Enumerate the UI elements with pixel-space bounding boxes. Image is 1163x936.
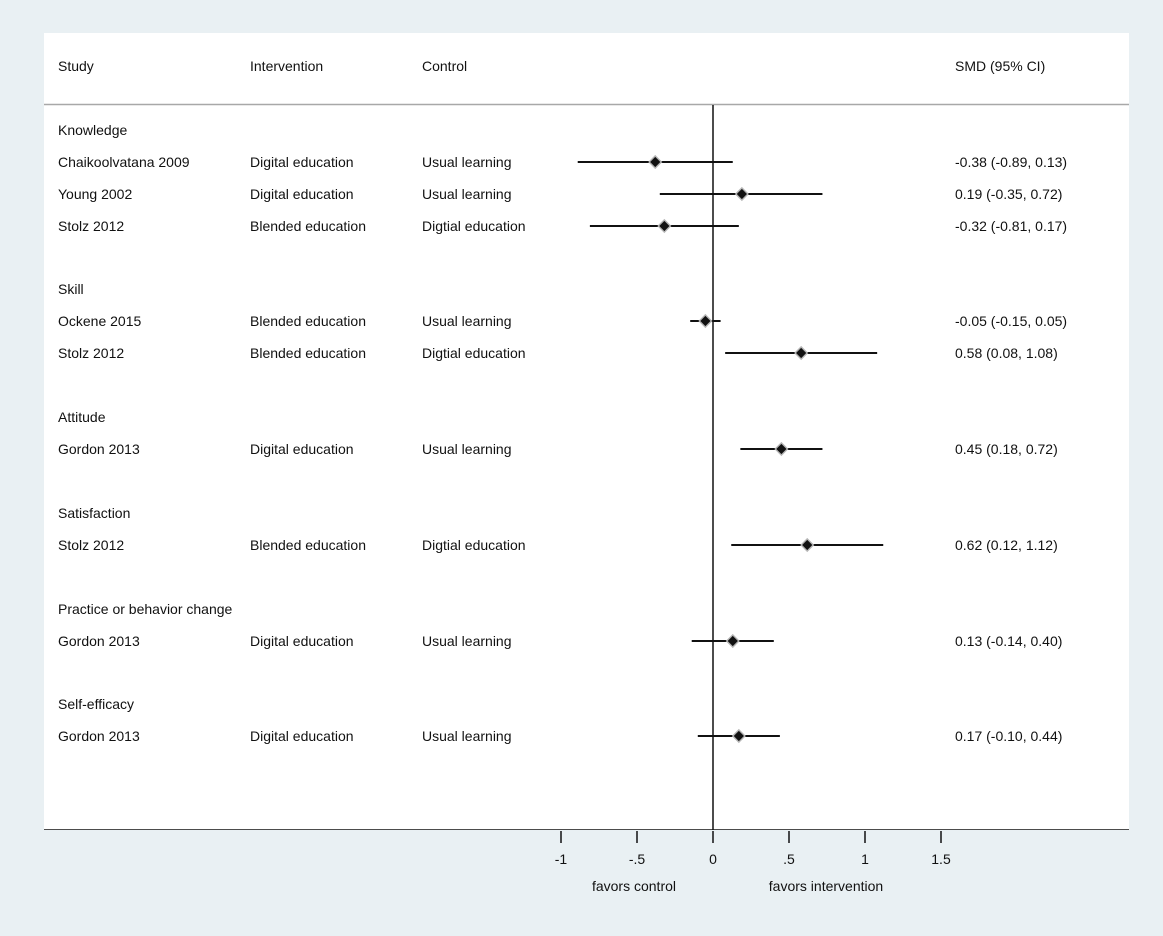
study-label: Gordon 2013: [58, 441, 140, 457]
control-label: Digtial education: [422, 218, 526, 234]
effect-ci-label: 0.58 (0.08, 1.08): [955, 345, 1058, 361]
study-label: Stolz 2012: [58, 537, 124, 553]
study-label: Gordon 2013: [58, 728, 140, 744]
header-study: Study: [58, 58, 94, 74]
point-estimate-marker: [659, 220, 670, 232]
x-tick-label: -.5: [629, 851, 646, 867]
effect-ci-label: 0.17 (-0.10, 0.44): [955, 728, 1062, 744]
point-estimate-marker: [650, 156, 661, 168]
effect-marks: [577, 154, 884, 744]
point-estimate-marker: [736, 188, 747, 200]
group-label: Satisfaction: [58, 505, 130, 521]
intervention-label: Blended education: [250, 218, 366, 234]
x-tick-label: 0: [709, 851, 717, 867]
study-label: Chaikoolvatana 2009: [58, 154, 190, 170]
effect-ci-label: 0.13 (-0.14, 0.40): [955, 633, 1062, 649]
study-label: Stolz 2012: [58, 218, 124, 234]
control-label: Usual learning: [422, 313, 512, 329]
intervention-label: Blended education: [250, 345, 366, 361]
intervention-label: Digital education: [250, 186, 354, 202]
control-label: Digtial education: [422, 345, 526, 361]
group-label: Skill: [58, 281, 84, 297]
group-label: Practice or behavior change: [58, 601, 233, 617]
point-estimate-marker: [796, 347, 807, 359]
control-label: Usual learning: [422, 728, 512, 744]
column-headers: Study Intervention Control SMD (95% CI): [58, 58, 1045, 74]
point-estimate-marker: [802, 539, 813, 551]
control-label: Usual learning: [422, 633, 512, 649]
control-label: Digtial education: [422, 537, 526, 553]
study-label: Stolz 2012: [58, 345, 124, 361]
point-estimate-marker: [733, 730, 744, 742]
forest-plot: Study Intervention Control SMD (95% CI) …: [44, 58, 1129, 830]
intervention-label: Blended education: [250, 313, 366, 329]
x-tick-label: -1: [555, 851, 568, 867]
header-intervention: Intervention: [250, 58, 323, 74]
group-label: Self-efficacy: [58, 696, 134, 712]
header-effect: SMD (95% CI): [955, 58, 1045, 74]
study-rows: Knowledge Chaikoolvatana 2009 Digital educ…: [58, 122, 1067, 744]
group-label: Attitude: [58, 409, 106, 425]
effect-ci-label: -0.05 (-0.15, 0.05): [955, 313, 1067, 329]
intervention-label: Digital education: [250, 633, 354, 649]
study-label: Ockene 2015: [58, 313, 141, 329]
study-label: Gordon 2013: [58, 633, 140, 649]
effect-ci-label: 0.62 (0.12, 1.12): [955, 537, 1058, 553]
plot-panel: Study Intervention Control SMD (95% CI) …: [44, 33, 1129, 830]
control-label: Usual learning: [422, 154, 512, 170]
effect-ci-label: -0.38 (-0.89, 0.13): [955, 154, 1067, 170]
effect-ci-label: -0.32 (-0.81, 0.17): [955, 218, 1067, 234]
favors-intervention-label: favors intervention: [769, 878, 883, 894]
point-estimate-marker: [776, 443, 787, 455]
point-estimate-marker: [700, 315, 711, 327]
effect-ci-label: 0.45 (0.18, 0.72): [955, 441, 1058, 457]
x-tick-label: .5: [783, 851, 795, 867]
intervention-label: Blended education: [250, 537, 366, 553]
study-label: Young 2002: [58, 186, 132, 202]
control-label: Usual learning: [422, 441, 512, 457]
x-tick-label: 1: [861, 851, 869, 867]
intervention-label: Digital education: [250, 441, 354, 457]
control-label: Usual learning: [422, 186, 512, 202]
intervention-label: Digital education: [250, 154, 354, 170]
x-tick-label: 1.5: [931, 851, 951, 867]
point-estimate-marker: [727, 635, 738, 647]
header-control: Control: [422, 58, 467, 74]
intervention-label: Digital education: [250, 728, 354, 744]
favors-control-label: favors control: [592, 878, 676, 894]
effect-ci-label: 0.19 (-0.35, 0.72): [955, 186, 1062, 202]
x-axis-ticks: -1 -.5 0 .5 1 1.5: [555, 831, 951, 867]
group-label: Knowledge: [58, 122, 127, 138]
